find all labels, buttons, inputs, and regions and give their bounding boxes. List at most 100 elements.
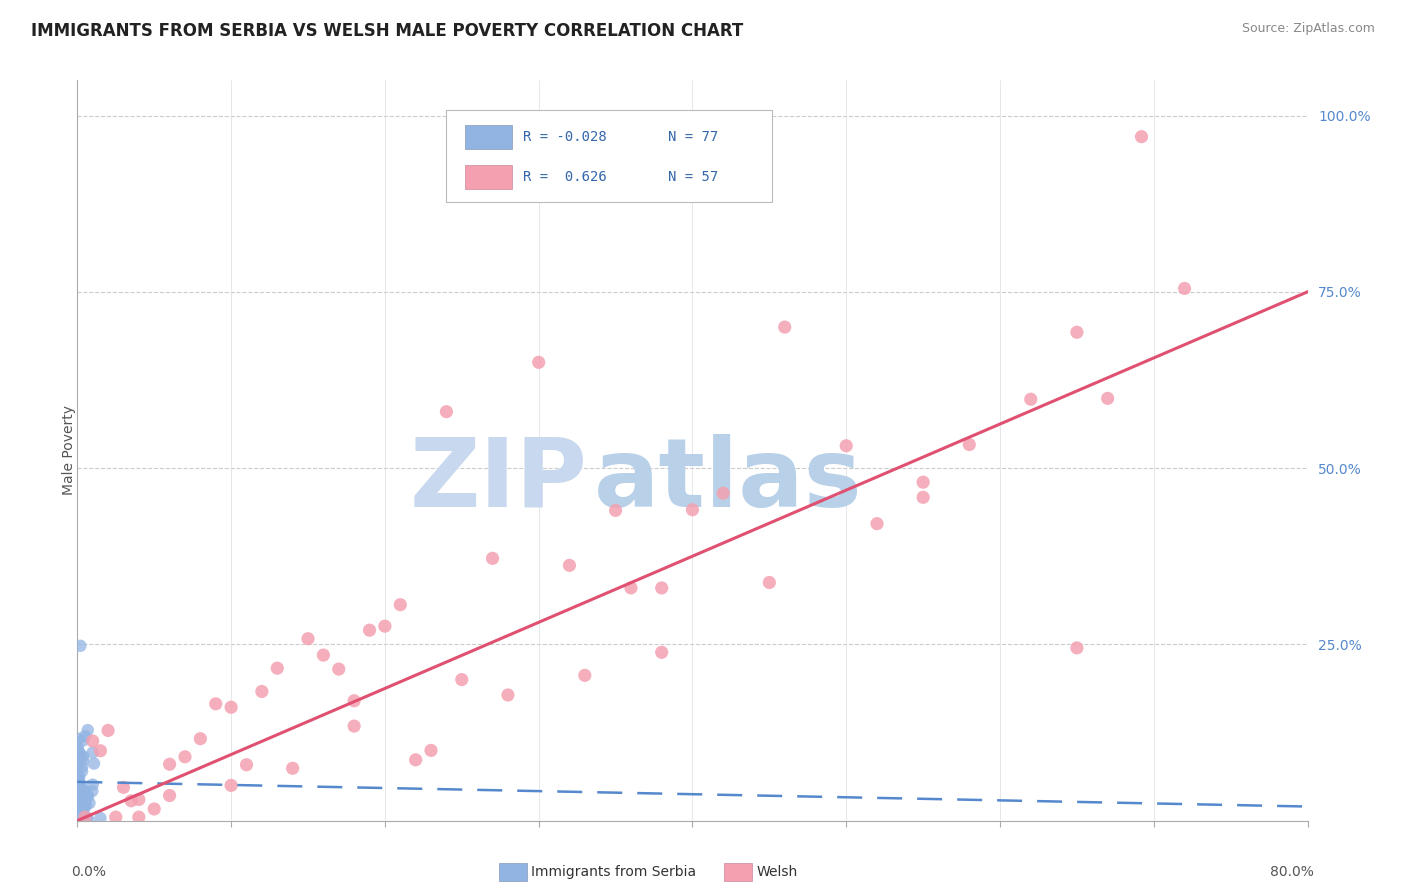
Point <box>527 355 550 369</box>
Point <box>77 789 100 803</box>
Point <box>297 632 319 646</box>
Point <box>174 749 197 764</box>
Point <box>67 798 90 813</box>
Point <box>73 801 96 815</box>
Point <box>67 805 90 819</box>
Text: ZIP: ZIP <box>411 434 588 526</box>
Point <box>359 623 381 637</box>
Point <box>70 792 93 806</box>
Point <box>69 778 91 792</box>
Point <box>128 810 150 824</box>
Point <box>957 437 980 451</box>
Point <box>143 802 166 816</box>
Point <box>76 789 98 803</box>
Point <box>70 808 93 822</box>
Point <box>83 756 105 771</box>
Point <box>73 794 96 808</box>
Point <box>66 772 89 787</box>
Text: IMMIGRANTS FROM SERBIA VS WELSH MALE POVERTY CORRELATION CHART: IMMIGRANTS FROM SERBIA VS WELSH MALE POV… <box>31 22 744 40</box>
Point <box>97 723 120 738</box>
Text: atlas: atlas <box>595 434 863 526</box>
Point <box>75 798 97 813</box>
Point <box>120 794 142 808</box>
Point <box>481 551 503 566</box>
Point <box>67 780 90 795</box>
Point <box>89 744 111 758</box>
Point <box>77 814 100 828</box>
Point <box>436 405 458 419</box>
Point <box>66 779 89 793</box>
Point <box>72 801 94 815</box>
Point <box>67 780 90 795</box>
Point <box>219 700 242 714</box>
Point <box>651 581 673 595</box>
Point <box>67 770 90 784</box>
Point <box>496 688 519 702</box>
Y-axis label: Male Poverty: Male Poverty <box>62 406 76 495</box>
Point <box>67 731 90 746</box>
Point <box>574 668 596 682</box>
Point <box>69 787 91 801</box>
Point <box>72 786 94 800</box>
Point <box>188 731 212 746</box>
Point <box>66 813 89 827</box>
Text: Immigrants from Serbia: Immigrants from Serbia <box>531 865 696 880</box>
Point <box>605 503 627 517</box>
Point <box>72 802 94 816</box>
FancyBboxPatch shape <box>447 110 772 202</box>
Point <box>912 491 935 505</box>
Point <box>711 486 734 500</box>
Point <box>72 760 94 774</box>
Point <box>69 805 91 819</box>
Point <box>73 810 96 824</box>
Text: R = -0.028: R = -0.028 <box>523 129 606 144</box>
Point <box>1019 392 1042 407</box>
Point <box>73 784 96 798</box>
Point <box>758 575 780 590</box>
Point <box>79 796 101 810</box>
Point <box>219 778 242 792</box>
Point <box>73 795 96 809</box>
Point <box>72 809 94 823</box>
Point <box>281 761 304 775</box>
Point <box>73 795 96 809</box>
Point <box>374 619 396 633</box>
Point <box>558 558 581 573</box>
Point <box>682 502 704 516</box>
Point <box>67 793 90 807</box>
Point <box>159 789 181 803</box>
Point <box>70 808 93 822</box>
Point <box>773 320 796 334</box>
Point <box>1066 325 1088 339</box>
Point <box>76 723 98 737</box>
Point <box>312 648 335 662</box>
Point <box>69 804 91 818</box>
Bar <box>465 125 512 149</box>
Text: N = 77: N = 77 <box>668 129 718 144</box>
Point <box>1174 281 1197 295</box>
Point <box>73 793 96 807</box>
Point <box>266 661 288 675</box>
Point <box>866 516 889 531</box>
Point <box>389 598 412 612</box>
Text: 80.0%: 80.0% <box>1270 865 1313 879</box>
Point <box>73 809 96 823</box>
Point <box>72 753 94 767</box>
Text: N = 57: N = 57 <box>668 169 718 184</box>
Point <box>66 739 89 754</box>
Point <box>343 719 366 733</box>
Point <box>82 784 104 798</box>
Point <box>67 811 90 825</box>
Text: Welsh: Welsh <box>756 865 797 880</box>
Point <box>67 798 90 813</box>
Point <box>112 780 135 795</box>
Point <box>67 794 90 808</box>
Point <box>66 759 89 773</box>
Point <box>69 780 91 795</box>
Point <box>328 662 350 676</box>
Point <box>75 793 97 807</box>
Text: 0.0%: 0.0% <box>72 865 107 879</box>
Point <box>67 771 90 785</box>
Point <box>76 810 98 824</box>
Point <box>235 757 257 772</box>
